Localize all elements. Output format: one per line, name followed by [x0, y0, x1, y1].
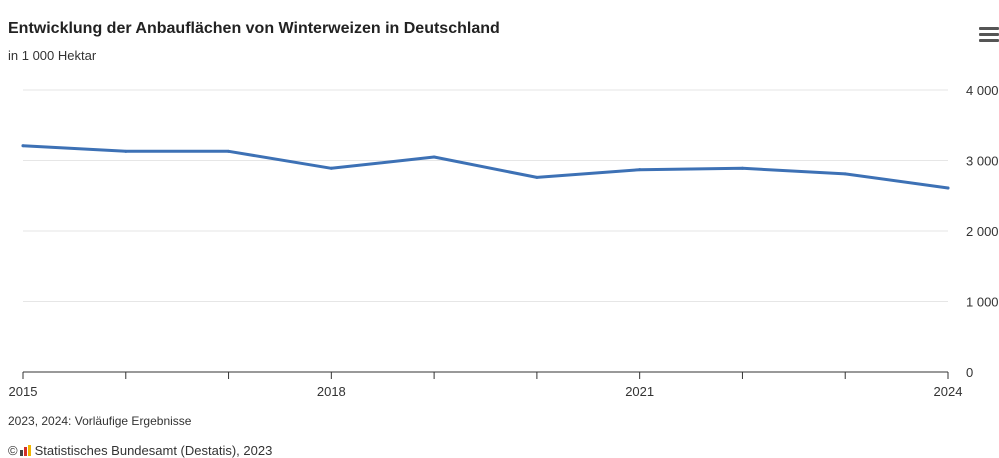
- line-chart: 0 1 000 2 000 3 000 4 000 2015 2018 2021 2024: [9, 83, 999, 399]
- chart-subtitle: in 1 000 Hektar: [8, 48, 97, 63]
- y-tick-label: 1 000: [966, 295, 999, 310]
- x-tick-label: 2018: [317, 384, 346, 399]
- x-tick-label: 2015: [9, 384, 38, 399]
- series-line: [21, 144, 950, 190]
- x-tick-label: 2024: [934, 384, 963, 399]
- data-point: [638, 168, 642, 172]
- y-tick-label: 2 000: [966, 224, 999, 239]
- data-point: [535, 175, 539, 179]
- series-lines: [21, 144, 950, 190]
- grid-lines: [23, 89, 948, 302]
- footnote: 2023, 2024: Vorläufige Ergebnisse: [8, 414, 192, 428]
- copyright-symbol: ©: [8, 443, 18, 458]
- y-tick-label: 4 000: [966, 83, 999, 98]
- chart-title: Entwicklung der Anbauflächen von Winterw…: [8, 20, 500, 37]
- x-tick-label: 2021: [625, 384, 654, 399]
- hamburger-menu-icon[interactable]: [979, 27, 999, 45]
- data-point: [946, 186, 950, 190]
- source-line: © Statistisches Bundesamt (Destatis), 20…: [8, 443, 272, 458]
- data-point: [740, 166, 744, 170]
- source-text: Statistisches Bundesamt (Destatis), 2023: [34, 443, 273, 458]
- data-point: [329, 166, 333, 170]
- data-point: [124, 149, 128, 153]
- data-point: [432, 155, 436, 159]
- y-tick-label: 3 000: [966, 154, 999, 169]
- data-point: [227, 149, 231, 153]
- data-point: [21, 144, 25, 148]
- x-axis: 2015 2018 2021 2024: [9, 371, 963, 399]
- destatis-logo-icon: [19, 445, 31, 456]
- y-axis-ticks: 0 1 000 2 000 3 000 4 000: [966, 83, 999, 380]
- data-point: [843, 172, 847, 176]
- y-tick-label: 0: [966, 365, 973, 380]
